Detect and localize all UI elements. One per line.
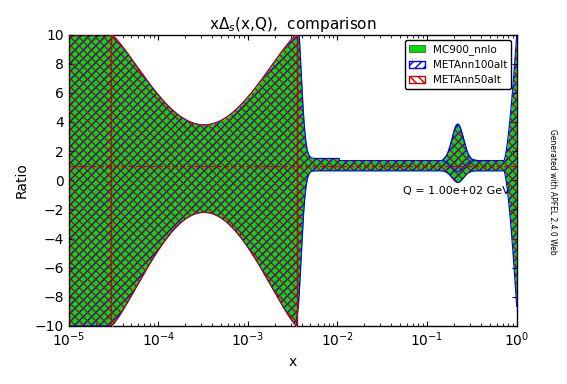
X-axis label: x: x [289,355,297,369]
Title: x$\Delta_s$(x,Q),  comparison: x$\Delta_s$(x,Q), comparison [209,15,376,34]
Legend: MC900_nnlo, METAnn100alt, METAnn50alt: MC900_nnlo, METAnn100alt, METAnn50alt [405,40,511,89]
Text: Q = 1.00e+02 GeV: Q = 1.00e+02 GeV [403,186,510,196]
Y-axis label: Ratio: Ratio [15,162,29,198]
Text: Generated with APFEL 2.4.0 Web: Generated with APFEL 2.4.0 Web [548,129,557,255]
